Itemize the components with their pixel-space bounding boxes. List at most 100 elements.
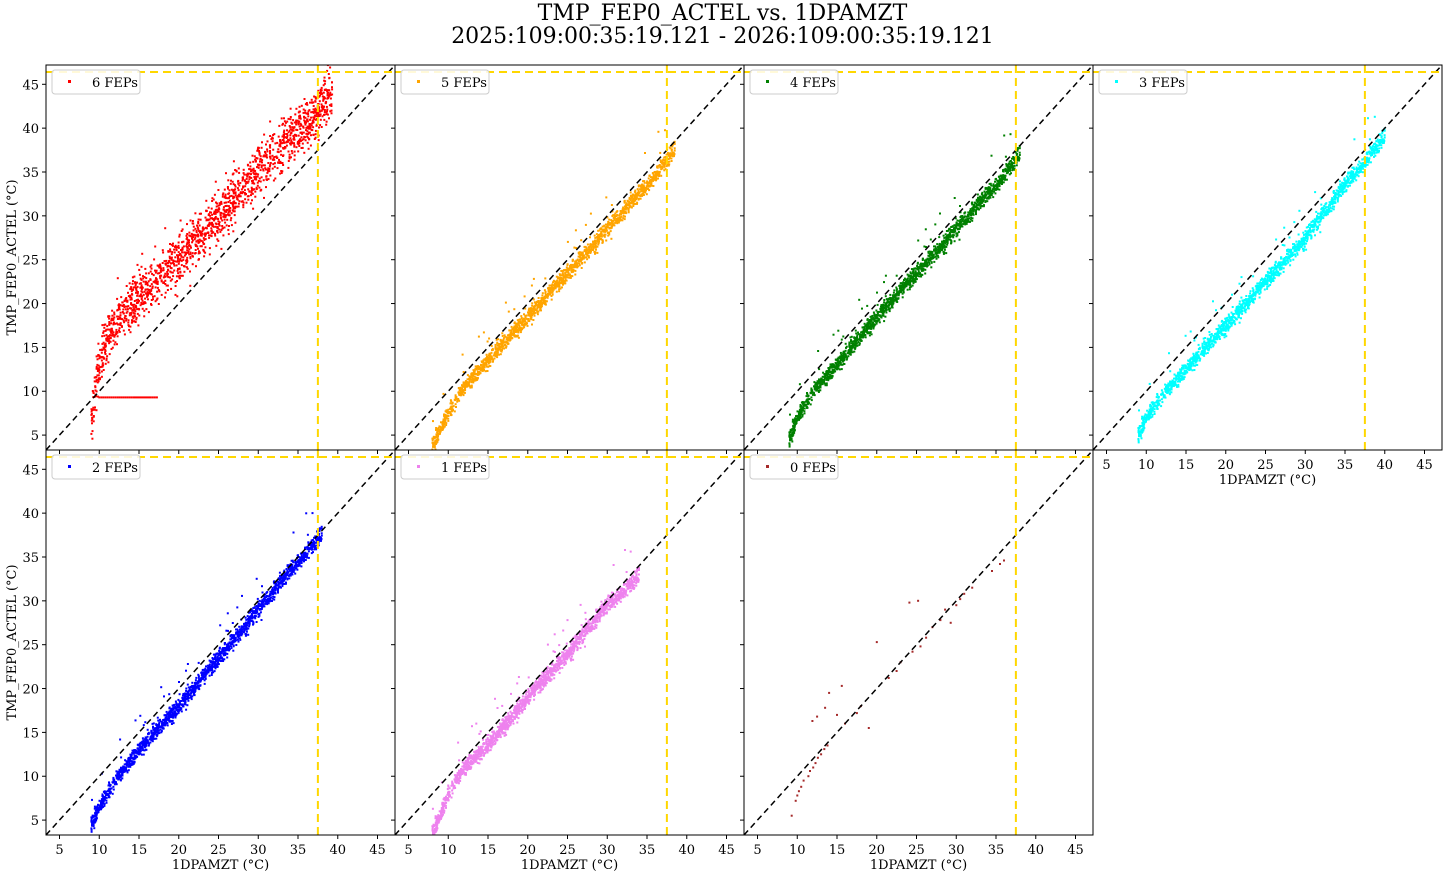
data-point [670,153,673,156]
data-point [622,211,625,214]
data-point [866,304,869,307]
data-point [149,270,152,273]
data-point [468,375,471,378]
data-point [162,282,165,284]
data-point [218,204,221,207]
data-point [264,167,267,170]
data-point [97,342,100,345]
data-point [185,259,188,262]
data-point [941,240,944,243]
data-point [504,335,507,338]
data-point [189,253,192,256]
data-point [498,348,501,351]
data-point [304,103,307,106]
data-point [582,257,585,260]
data-point [861,332,864,335]
data-point [481,360,484,363]
data-point [648,174,651,177]
data-point [323,111,326,113]
data-point [937,248,940,250]
data-point [250,194,252,197]
data-point [487,365,490,368]
data-point [869,322,871,325]
data-point [930,261,933,264]
data-point [895,297,898,300]
data-point [473,379,476,382]
data-point [242,185,245,188]
data-point [289,118,292,121]
data-point [473,369,476,372]
data-point [138,295,141,298]
data-point [166,262,169,265]
data-point [528,313,531,316]
data-point [613,216,616,219]
data-point [975,209,977,212]
data-point [110,319,113,322]
data-point [437,430,440,432]
data-point [836,357,839,360]
data-point [264,152,267,155]
data-point [172,259,175,262]
data-point [254,160,257,163]
data-point [791,434,794,437]
data-point [1009,163,1012,166]
data-point [149,265,152,268]
data-point [489,355,492,358]
data-point [951,229,954,232]
data-point [137,307,140,310]
data-point [887,301,890,304]
data-point [125,317,128,320]
data-point [165,262,168,265]
data-point [319,93,322,95]
data-point [125,311,128,314]
data-point [208,221,211,224]
data-point [876,316,879,319]
data-point [159,263,162,266]
data-point [946,242,949,245]
data-point [132,305,135,308]
data-point [268,165,271,168]
data-point [872,323,875,326]
data-point [135,291,137,294]
data-point [218,202,221,205]
data-point [663,156,666,159]
data-point [902,291,905,294]
data-point [618,219,621,222]
data-point [198,238,201,241]
data-point [235,170,238,173]
data-point [664,156,667,158]
data-point [216,231,219,234]
data-point [176,259,179,262]
data-point [319,118,322,121]
data-point [882,303,885,306]
data-point [266,169,269,172]
data-point [440,421,442,424]
data-point [174,256,177,259]
data-point [543,296,546,299]
data-point [276,141,279,144]
data-point [221,225,224,227]
data-point [163,274,166,277]
data-point [202,237,205,240]
data-point [454,396,457,399]
data-point [959,205,961,207]
data-point [263,196,265,199]
data-point [145,272,148,275]
data-point [171,251,174,254]
data-point [318,92,321,94]
data-point [664,129,666,132]
data-point [524,314,527,317]
data-point [181,248,184,251]
data-point [873,313,876,316]
data-point [228,196,230,199]
data-point [875,315,878,318]
data-point [101,335,104,338]
data-point [141,286,143,289]
data-point [469,386,472,389]
data-point [271,158,274,161]
data-point [581,261,584,264]
data-point [791,420,794,423]
data-point [938,243,941,246]
data-point [461,385,464,388]
data-point [222,192,225,195]
